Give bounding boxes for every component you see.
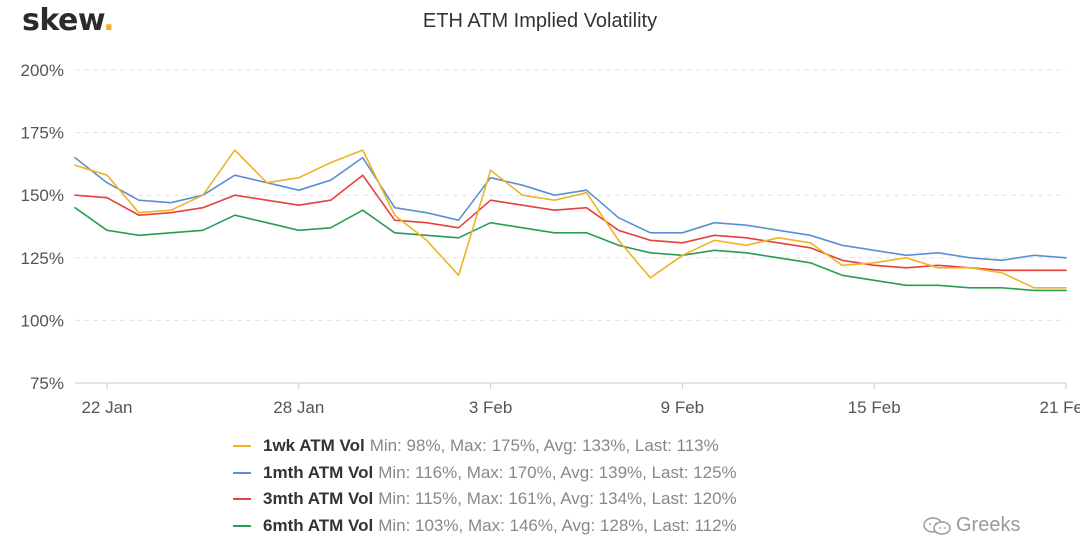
chart-title: ETH ATM Implied Volatility	[422, 10, 658, 32]
series-line-1mth[interactable]	[74, 156, 1067, 262]
chart-legend: 1wk ATM Vol Min: 98%, Max: 175%, Avg: 13…	[233, 433, 737, 539]
legend-series-name: 3mth ATM Vol	[263, 489, 374, 509]
y-tick-label: 200%	[21, 61, 64, 80]
legend-item-1mth[interactable]: 1mth ATM Vol Min: 116%, Max: 170%, Avg: …	[233, 460, 737, 487]
legend-series-name: 1wk ATM Vol	[263, 436, 365, 456]
logo-dot: .	[103, 3, 115, 38]
legend-swatch-6mth	[233, 524, 251, 527]
wechat-icon	[923, 516, 951, 535]
legend-swatch-1wk	[233, 445, 251, 448]
watermark: Greeks	[922, 514, 1020, 537]
legend-item-3mth[interactable]: 3mth ATM Vol Min: 115%, Max: 161%, Avg: …	[233, 486, 737, 513]
legend-series-stats: Min: 116%, Max: 170%, Avg: 139%, Last: 1…	[378, 462, 737, 482]
x-tick-label: 3 Feb	[469, 398, 512, 417]
series-line-6mth[interactable]	[74, 206, 1067, 292]
y-tick-label: 150%	[21, 186, 64, 205]
legend-series-stats: Min: 115%, Max: 161%, Avg: 134%, Last: 1…	[378, 489, 737, 509]
legend-item-1wk[interactable]: 1wk ATM Vol Min: 98%, Max: 175%, Avg: 13…	[233, 433, 737, 460]
x-tick-label: 22 Jan	[81, 398, 132, 417]
legend-series-stats: Min: 103%, Max: 146%, Avg: 128%, Last: 1…	[378, 515, 737, 535]
y-tick-label: 100%	[21, 311, 64, 330]
watermark-text: Greeks	[956, 514, 1021, 536]
legend-swatch-3mth	[233, 498, 251, 501]
legend-series-name: 1mth ATM Vol	[263, 462, 374, 482]
legend-swatch-1mth	[233, 471, 251, 474]
series-line-1wk[interactable]	[74, 149, 1067, 289]
y-tick-label: 125%	[21, 249, 64, 268]
series-line-3mth[interactable]	[74, 174, 1067, 272]
logo-text: skew	[22, 3, 104, 38]
legend-series-stats: Min: 98%, Max: 175%, Avg: 133%, Last: 11…	[369, 436, 719, 456]
x-tick-label: 28 Jan	[273, 398, 324, 417]
skew-logo: skew.	[22, 3, 115, 38]
y-tick-label: 75%	[30, 374, 64, 393]
x-tick-label: 9 Feb	[661, 398, 704, 417]
x-tick-label: 21 Feb	[1040, 398, 1080, 417]
legend-item-6mth[interactable]: 6mth ATM Vol Min: 103%, Max: 146%, Avg: …	[233, 513, 737, 540]
x-tick-label: 15 Feb	[848, 398, 901, 417]
legend-series-name: 6mth ATM Vol	[263, 515, 374, 535]
y-tick-label: 175%	[21, 124, 64, 143]
